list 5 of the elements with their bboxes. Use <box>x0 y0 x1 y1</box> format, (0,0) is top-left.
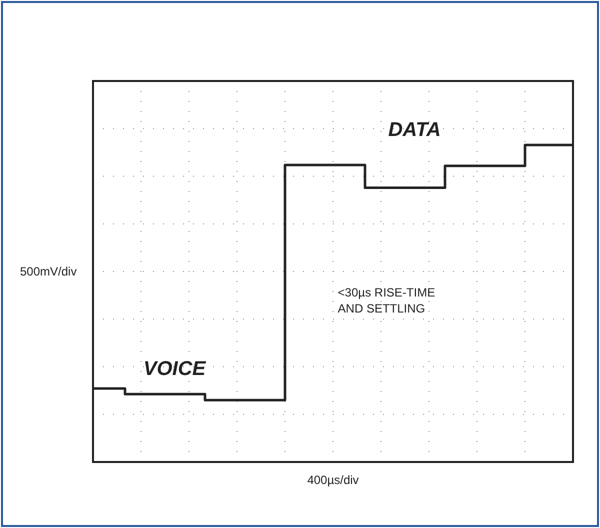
annotation: <30µs RISE-TIME AND SETTLING <box>338 286 436 316</box>
text: 400µs/div <box>307 473 359 487</box>
annotation: VOICE <box>143 358 206 380</box>
y-axis-title: 500mV/div <box>20 264 77 278</box>
text: DATA <box>388 119 441 141</box>
